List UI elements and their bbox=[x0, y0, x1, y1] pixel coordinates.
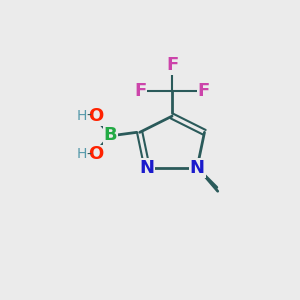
Text: H: H bbox=[77, 147, 88, 161]
Text: F: F bbox=[198, 82, 210, 100]
Text: F: F bbox=[134, 82, 146, 100]
Text: O: O bbox=[88, 146, 103, 164]
Text: H: H bbox=[77, 109, 88, 123]
Text: -: - bbox=[86, 147, 91, 161]
Text: O: O bbox=[88, 107, 103, 125]
Text: F: F bbox=[166, 56, 178, 74]
Text: B: B bbox=[103, 126, 117, 144]
Text: N: N bbox=[140, 159, 154, 177]
Text: N: N bbox=[190, 159, 205, 177]
Text: -: - bbox=[86, 109, 91, 123]
